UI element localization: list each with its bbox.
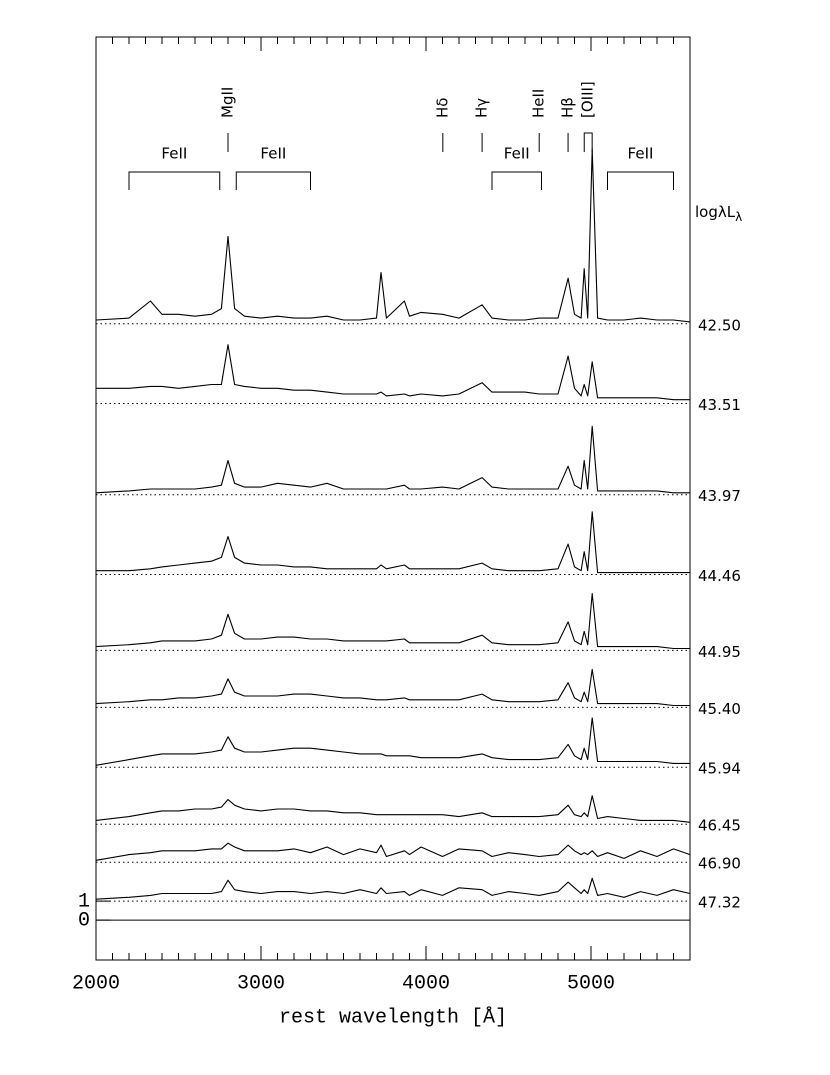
spectrum — [96, 511, 690, 574]
line-label: HeII — [530, 89, 548, 118]
spectrum — [95, 592, 690, 650]
luminosity-label-main: logλL — [695, 203, 736, 221]
spectrum-label: 44.46 — [698, 567, 741, 585]
spectrum-label: 43.97 — [698, 487, 741, 505]
spectrum-label: 44.95 — [698, 643, 741, 661]
band-label: FeII — [260, 145, 286, 163]
line-label: Hγ — [473, 98, 491, 118]
x-tick-label: 3000 — [237, 972, 285, 995]
x-tick-label: 4000 — [402, 972, 450, 995]
y-tick-label: 0 — [78, 909, 90, 932]
spectrum-label: 46.45 — [698, 817, 741, 835]
spectrum — [95, 425, 690, 494]
x-tick-label: 2000 — [72, 972, 120, 995]
spectrum — [95, 842, 691, 861]
spectrum-label: 45.94 — [698, 760, 741, 778]
spectrum — [96, 344, 690, 401]
spectrum — [95, 877, 691, 900]
band-bracket — [128, 171, 221, 190]
y-tick-label: 1 — [78, 890, 90, 913]
line-label: Hδ — [433, 98, 451, 118]
line-label: [OIII] — [579, 81, 597, 118]
band-label: FeII — [161, 145, 187, 163]
line-label: Hβ — [559, 97, 577, 118]
band-bracket — [491, 171, 542, 190]
x-axis-label: rest wavelength [Å] — [279, 1006, 507, 1029]
spectrum-label: 43.51 — [698, 396, 741, 414]
line-marker — [583, 132, 593, 152]
x-tick-label: 5000 — [567, 972, 615, 995]
line-label: MgII — [219, 87, 237, 118]
spectrum — [95, 717, 690, 766]
band-label: FeII — [504, 145, 530, 163]
plot-frame — [95, 36, 691, 961]
spectrum-label: 42.50 — [698, 316, 741, 334]
spectrum-label: 47.32 — [698, 894, 741, 912]
luminosity-label: logλLλ — [695, 203, 742, 224]
band-bracket — [235, 171, 311, 190]
spectrum — [95, 795, 691, 823]
spectrum — [95, 668, 690, 707]
spectrum — [95, 148, 691, 323]
spectrum-label: 46.90 — [698, 855, 741, 873]
band-bracket — [607, 171, 674, 190]
luminosity-label-sub: λ — [735, 210, 742, 224]
band-label: FeII — [628, 145, 654, 163]
spectrum-label: 45.40 — [698, 700, 741, 718]
